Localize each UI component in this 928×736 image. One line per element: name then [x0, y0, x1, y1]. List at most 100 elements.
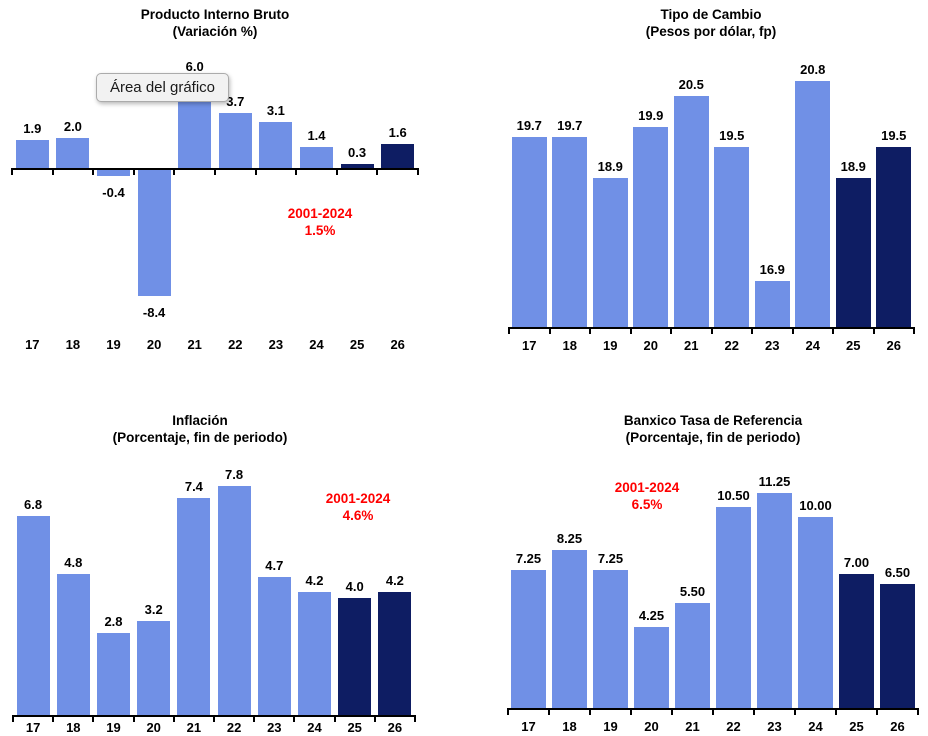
chart-policy-rate[interactable]: Banxico Tasa de Referencia (Porcentaje, …: [464, 368, 928, 736]
bar-19[interactable]: [97, 170, 130, 176]
x-axis-tick: [333, 715, 336, 722]
average-annotation: 2001-2024 1.5%: [250, 205, 390, 239]
chart-title-line1: Banxico Tasa de Referencia: [623, 413, 803, 428]
bar-20[interactable]: [137, 621, 171, 715]
value-label-19: 18.9: [597, 159, 623, 175]
bar-24[interactable]: [298, 591, 331, 715]
bar-forecast-26[interactable]: [381, 144, 415, 168]
year-label-18: 18: [65, 337, 81, 352]
year-label-22: 22: [226, 720, 242, 735]
bar-forecast-26[interactable]: [876, 147, 912, 327]
value-label-20: 4.25: [638, 607, 665, 623]
x-axis-tick: [872, 327, 875, 334]
bar-24[interactable]: [300, 147, 333, 168]
bar-23[interactable]: [259, 121, 293, 168]
bar-24[interactable]: [795, 80, 831, 327]
x-axis-tick: [629, 327, 632, 334]
bar-forecast-25[interactable]: [835, 178, 871, 327]
value-label-18: 19.7: [557, 118, 583, 134]
value-label-22: 10.50: [717, 488, 750, 504]
bar-17[interactable]: [511, 137, 547, 327]
bar-23[interactable]: [757, 493, 792, 708]
bar-24[interactable]: [798, 517, 833, 708]
value-label-19: 7.25: [597, 550, 624, 566]
x-axis-tick: [548, 327, 551, 334]
value-label-22: 19.5: [719, 128, 745, 144]
year-label-17: 17: [25, 337, 40, 352]
bar-forecast-25[interactable]: [839, 574, 874, 708]
bar-22[interactable]: [218, 112, 252, 168]
bar-19[interactable]: [97, 632, 130, 715]
value-label-17: 6.8: [24, 496, 43, 512]
x-axis-tick: [173, 168, 176, 175]
x-axis-tick: [52, 715, 55, 722]
bar-17[interactable]: [15, 139, 49, 168]
bar-21[interactable]: [673, 96, 709, 327]
value-label-17: 19.7: [516, 118, 542, 134]
bar-18[interactable]: [552, 137, 588, 327]
year-label-25: 25: [349, 337, 365, 352]
bar-18[interactable]: [552, 550, 587, 708]
x-axis-tick: [508, 327, 510, 334]
x-axis-tick: [253, 715, 256, 722]
bar-18[interactable]: [56, 574, 90, 715]
value-label-21: 6.0: [185, 59, 204, 74]
x-axis-tick: [293, 715, 296, 722]
bar-22[interactable]: [716, 507, 751, 708]
x-axis-tick: [376, 168, 379, 175]
bar-20[interactable]: [633, 126, 669, 327]
year-label-25: 25: [347, 720, 362, 735]
bar-forecast-26[interactable]: [880, 583, 915, 708]
chart-exchange-rate[interactable]: Tipo de Cambio (Pesos por dólar, fp) 19.…: [464, 0, 928, 368]
year-label-26: 26: [886, 338, 901, 353]
value-label-23: 16.9: [759, 261, 785, 277]
bar-18[interactable]: [56, 138, 90, 168]
average-annotation: 2001-2024 6.5%: [577, 479, 717, 513]
chart-area-tooltip: Área del gráfico: [96, 73, 229, 102]
year-label-21: 21: [187, 337, 202, 352]
x-axis-tick: [12, 715, 14, 722]
chart-gdp[interactable]: Producto Interno Bruto (Variación %) 200…: [0, 0, 464, 368]
bar-20[interactable]: [634, 626, 669, 708]
bar-19[interactable]: [592, 178, 628, 327]
chart-title-line2: (Porcentaje, fin de periodo): [625, 430, 801, 445]
value-label-25: 7.00: [843, 555, 870, 571]
value-label-23: 3.1: [266, 102, 285, 118]
x-axis-tick: [172, 715, 175, 722]
x-axis-tick: [295, 168, 298, 175]
bar-forecast-26[interactable]: [378, 591, 412, 715]
value-label-17: 7.25: [515, 550, 542, 566]
chart-inflation[interactable]: Inflación (Porcentaje, fin de periodo) 2…: [0, 368, 464, 736]
x-axis-tick: [876, 708, 878, 715]
bar-17[interactable]: [16, 515, 50, 715]
annotation-value: 1.5%: [304, 223, 336, 238]
bar-20[interactable]: [137, 170, 171, 296]
bar-forecast-25[interactable]: [340, 163, 374, 168]
bar-23[interactable]: [257, 577, 291, 715]
year-label-24: 24: [808, 719, 823, 734]
bar-21[interactable]: [177, 498, 211, 715]
x-axis-tick: [335, 168, 338, 175]
bar-22[interactable]: [714, 147, 750, 327]
bar-19[interactable]: [593, 569, 628, 708]
year-label-24: 24: [805, 338, 820, 353]
x-axis-tick: [132, 168, 135, 175]
value-label-21: 7.4: [184, 479, 203, 495]
bar-22[interactable]: [217, 486, 251, 715]
year-label-21: 21: [685, 719, 700, 734]
value-label-18: 8.25: [556, 531, 583, 547]
x-axis-tick: [213, 715, 215, 722]
x-axis-tick: [751, 327, 753, 334]
bar-forecast-25[interactable]: [338, 597, 372, 715]
x-axis-tick: [753, 708, 755, 715]
year-label-18: 18: [562, 338, 577, 353]
chart-title: Producto Interno Bruto (Variación %): [65, 6, 365, 40]
value-label-26: 4.2: [385, 572, 404, 588]
chart-title-line1: Producto Interno Bruto: [140, 7, 290, 22]
value-label-21: 5.50: [679, 583, 706, 599]
x-axis-tick: [417, 168, 419, 175]
bar-23[interactable]: [754, 280, 790, 327]
year-label-24: 24: [307, 720, 322, 735]
bar-21[interactable]: [675, 602, 710, 708]
bar-17[interactable]: [511, 569, 546, 708]
